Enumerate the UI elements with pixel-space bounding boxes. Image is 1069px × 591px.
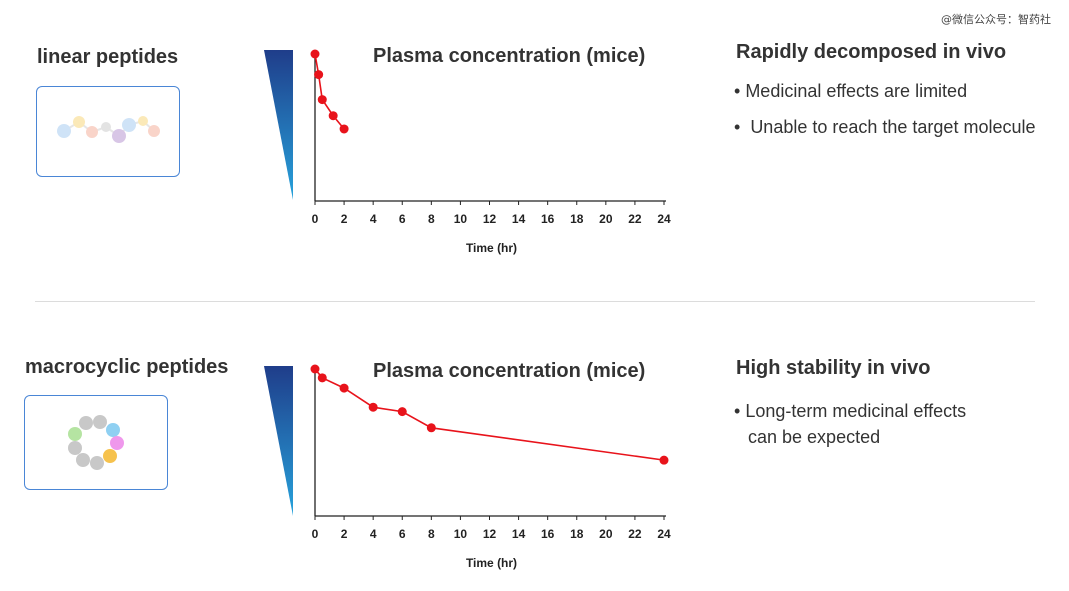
x-tick-label: 18 <box>570 527 584 541</box>
bullet-text: Medicinal effects are limited <box>745 81 968 101</box>
x-tick-label: 24 <box>657 527 671 541</box>
x-tick-label: 22 <box>628 527 642 541</box>
section-divider <box>35 301 1035 302</box>
data-point <box>310 49 320 59</box>
bullet-text: Long-term medicinal effects <box>745 401 967 421</box>
linear-peptide-box <box>36 86 180 177</box>
x-tick-label: 20 <box>599 527 613 541</box>
data-point <box>426 423 436 433</box>
x-tick-label: 14 <box>512 212 526 226</box>
x-tick-label: 6 <box>399 212 406 226</box>
cyclic-peptide-ring-icon <box>68 415 124 470</box>
section-title-macrocyclic: macrocyclic peptides <box>25 356 229 378</box>
x-tick-label: 16 <box>541 527 555 541</box>
data-point <box>310 364 320 374</box>
x-tick-label: 6 <box>399 527 406 541</box>
data-point <box>339 383 349 393</box>
x-tick-label: 12 <box>483 527 497 541</box>
bullet-1-2: • Unable to reach the target molecule <box>734 117 1036 137</box>
data-point <box>328 111 338 121</box>
bullet-2-2: can be expected <box>748 424 880 450</box>
data-point <box>317 373 327 383</box>
x-tick-label: 2 <box>341 527 348 541</box>
x-tick-label: 10 <box>454 212 468 226</box>
x-tick-label: 8 <box>428 527 435 541</box>
x-tick-label: 24 <box>657 212 671 226</box>
data-point <box>339 124 349 134</box>
right-heading-2: High stability in vivo <box>736 357 931 379</box>
x-tick-label: 22 <box>628 212 642 226</box>
chart-title-2: Plasma concentration (mice) <box>373 360 646 382</box>
section-title-linear: linear peptides <box>37 46 179 68</box>
x-tick-label: 2 <box>341 212 348 226</box>
x-tick-label: 4 <box>370 212 377 226</box>
x-axis-label: Time (hr) <box>466 556 517 570</box>
data-point <box>368 402 378 412</box>
concentration-gradient-wedge-1 <box>264 50 293 200</box>
data-point <box>397 407 407 417</box>
x-tick-label: 12 <box>483 212 497 226</box>
bullet-1-1: • Medicinal effects are limited <box>734 81 968 101</box>
right-heading-1: Rapidly decomposed in vivo <box>736 41 1007 63</box>
data-point <box>314 70 324 80</box>
x-tick-label: 8 <box>428 212 435 226</box>
x-tick-label: 18 <box>570 212 584 226</box>
concentration-gradient-wedge-2 <box>264 366 293 516</box>
x-axis-label: Time (hr) <box>466 241 517 255</box>
x-tick-label: 20 <box>599 212 613 226</box>
data-point <box>659 455 669 465</box>
data-point <box>317 95 327 105</box>
x-tick-label: 16 <box>541 212 555 226</box>
cyclic-peptide-box <box>24 395 168 490</box>
x-tick-label: 0 <box>312 527 319 541</box>
x-tick-label: 0 <box>312 212 319 226</box>
x-tick-label: 4 <box>370 527 377 541</box>
chart-title-1: Plasma concentration (mice) <box>373 45 646 67</box>
linear-peptide-chain-icon <box>57 116 160 143</box>
bullet-text: Unable to reach the target molecule <box>750 117 1036 137</box>
x-tick-label: 10 <box>454 527 468 541</box>
series-line <box>314 368 665 461</box>
watermark: @微信公众号：智药社 <box>941 13 1051 26</box>
x-tick-label: 14 <box>512 527 526 541</box>
bullet-2-1: • Long-term medicinal effects <box>734 401 967 421</box>
bullet-text: can be expected <box>748 427 881 447</box>
